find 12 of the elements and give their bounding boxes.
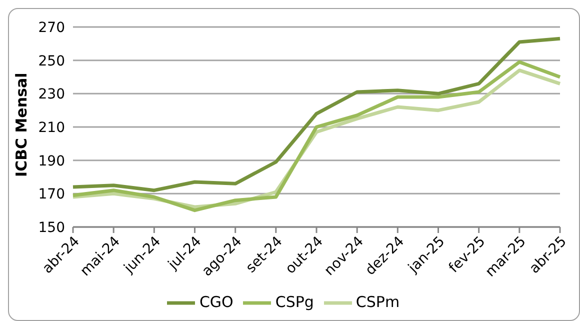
legend-label: CSPg [275,293,314,312]
y-tick-label: 150 [38,220,65,236]
y-tick-label: 210 [38,120,65,136]
y-tick-label: 250 [38,53,65,70]
legend-label: CSPm [356,293,400,312]
legend-label: CGO [199,293,234,312]
line-series [71,36,562,192]
y-tick-label: 190 [38,153,65,170]
y-tick-label: 230 [38,86,65,103]
y-tick-label: 270 [38,20,65,36]
y-axis-title: ICBC Mensal [12,72,30,177]
y-tick-label: 170 [38,186,65,203]
